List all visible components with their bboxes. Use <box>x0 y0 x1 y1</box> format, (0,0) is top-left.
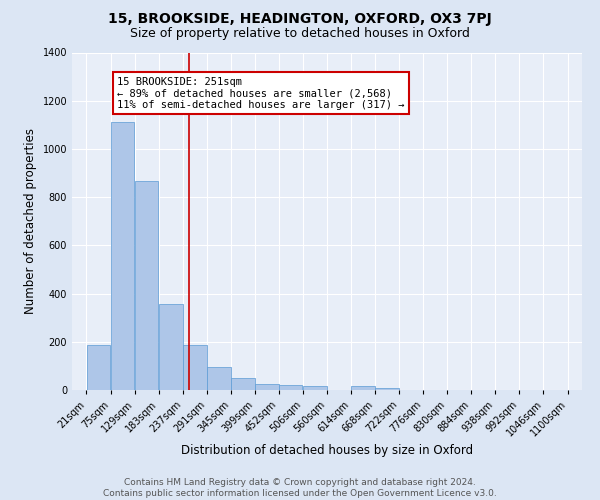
Bar <box>351 386 374 390</box>
Bar <box>135 182 158 390</box>
Bar <box>86 346 110 390</box>
Bar <box>183 346 206 390</box>
Bar <box>279 385 302 390</box>
Y-axis label: Number of detached properties: Number of detached properties <box>24 128 37 314</box>
Text: Contains HM Land Registry data © Crown copyright and database right 2024.
Contai: Contains HM Land Registry data © Crown c… <box>103 478 497 498</box>
Text: 15 BROOKSIDE: 251sqm
← 89% of detached houses are smaller (2,568)
11% of semi-de: 15 BROOKSIDE: 251sqm ← 89% of detached h… <box>117 76 405 110</box>
Bar <box>231 378 255 390</box>
Text: 15, BROOKSIDE, HEADINGTON, OXFORD, OX3 7PJ: 15, BROOKSIDE, HEADINGTON, OXFORD, OX3 7… <box>108 12 492 26</box>
Bar <box>111 122 134 390</box>
Bar <box>159 304 182 390</box>
Bar <box>207 367 230 390</box>
Bar <box>255 384 279 390</box>
X-axis label: Distribution of detached houses by size in Oxford: Distribution of detached houses by size … <box>181 444 473 456</box>
Bar <box>303 386 326 390</box>
Bar <box>375 388 399 390</box>
Text: Size of property relative to detached houses in Oxford: Size of property relative to detached ho… <box>130 28 470 40</box>
